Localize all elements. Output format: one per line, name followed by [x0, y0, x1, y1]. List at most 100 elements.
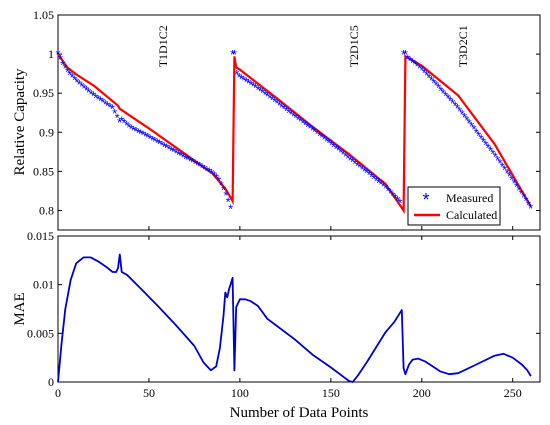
- mae-plot-area: [57, 253, 532, 383]
- calculated-series-line: [57, 53, 532, 214]
- measured-point: *: [386, 184, 391, 199]
- mae-y-tick-label: 0.005: [27, 326, 54, 340]
- measured-point: *: [98, 94, 103, 109]
- legend-box: [407, 186, 501, 226]
- mae-x-tick-label: 200: [413, 386, 431, 400]
- mae-series-line: [57, 253, 532, 383]
- measured-point: *: [493, 150, 498, 165]
- measured-point: *: [150, 133, 155, 148]
- measured-point: *: [79, 79, 84, 94]
- measured-point: *: [148, 132, 153, 147]
- measured-point: *: [319, 130, 324, 145]
- measured-point: *: [226, 195, 231, 210]
- measured-point: *: [453, 99, 458, 114]
- mae-x-tick-label: 150: [322, 386, 340, 400]
- measured-point: *: [443, 88, 448, 103]
- measured-point: *: [239, 72, 244, 87]
- measured-point: *: [348, 153, 353, 168]
- measured-point: *: [512, 176, 517, 191]
- measured-point: *: [497, 156, 502, 171]
- measured-point: *: [289, 107, 294, 122]
- measured-point: *: [77, 77, 82, 92]
- measured-point: *: [115, 111, 120, 126]
- measured-point: *: [174, 146, 179, 161]
- measured-point: *: [429, 73, 434, 88]
- measured-point: *: [460, 107, 465, 122]
- measured-point: *: [322, 132, 327, 147]
- measured-point: *: [143, 129, 148, 144]
- measured-point: *: [248, 78, 253, 93]
- measured-point: *: [164, 141, 169, 156]
- measured-point: *: [103, 97, 108, 112]
- measured-point: *: [91, 89, 96, 104]
- measured-point: *: [279, 100, 284, 115]
- measured-point: *: [298, 114, 303, 129]
- measured-point: *: [195, 158, 200, 173]
- measured-point: *: [426, 71, 431, 86]
- measured-point: *: [388, 186, 393, 201]
- measured-point: *: [244, 75, 249, 90]
- measured-point: *: [282, 102, 287, 117]
- measured-point: *: [431, 76, 436, 91]
- measured-point: *: [331, 139, 336, 154]
- measured-point: *: [495, 153, 500, 168]
- measured-point: *: [188, 154, 193, 169]
- measured-point: *: [310, 123, 315, 138]
- measured-point: *: [216, 174, 221, 189]
- measured-point: *: [89, 87, 94, 102]
- measured-point: *: [305, 119, 310, 134]
- measured-point: *: [133, 124, 138, 139]
- measured-point: *: [415, 59, 420, 74]
- measured-point: *: [223, 188, 228, 203]
- measured-point: *: [157, 137, 162, 152]
- measured-point: *: [412, 57, 417, 72]
- measured-point: *: [355, 158, 360, 173]
- mae-y-tick-label: 0: [48, 375, 54, 389]
- measured-point: *: [162, 139, 167, 154]
- measured-point: *: [507, 169, 512, 184]
- measured-point: *: [324, 134, 329, 149]
- measured-point: *: [300, 116, 305, 131]
- measured-point: *: [395, 193, 400, 208]
- measured-point: *: [100, 95, 105, 110]
- capacity-annotations: T1D1C2 T2D1C5 T3D2C1: [156, 25, 470, 67]
- mae-x-tick-label: 0: [55, 386, 61, 400]
- measured-point: *: [357, 160, 362, 175]
- measured-point: *: [481, 134, 486, 149]
- measured-point: *: [178, 149, 183, 164]
- measured-point: *: [393, 191, 398, 206]
- measured-point: *: [286, 105, 291, 120]
- measured-point: *: [258, 84, 263, 99]
- legend: * Measured Calculated: [407, 186, 501, 226]
- measured-point: *: [72, 73, 77, 88]
- measured-point: *: [378, 177, 383, 192]
- measured-point: *: [410, 55, 415, 70]
- measured-point: *: [471, 122, 476, 137]
- measured-point: *: [362, 164, 367, 179]
- measured-point: *: [234, 67, 239, 82]
- measured-point: *: [197, 159, 202, 174]
- measured-point: *: [122, 116, 127, 131]
- capacity-y-tick-label: 0.8: [39, 203, 54, 217]
- measured-point: *: [422, 66, 427, 81]
- measured-point: *: [448, 93, 453, 108]
- measured-point: *: [376, 175, 381, 190]
- measured-point: *: [500, 160, 505, 175]
- measured-point: *: [200, 161, 205, 176]
- measured-point: *: [277, 98, 282, 113]
- measured-point: *: [212, 168, 217, 183]
- measured-point: *: [474, 125, 479, 140]
- capacity-y-tick-label: 1.05: [33, 8, 54, 22]
- measured-point: *: [131, 123, 136, 138]
- measured-point: *: [490, 147, 495, 162]
- measured-point: *: [367, 168, 372, 183]
- measured-point: *: [112, 106, 117, 121]
- measured-point: *: [417, 61, 422, 76]
- measured-point: *: [67, 68, 72, 83]
- measured-point: *: [329, 137, 334, 152]
- measured-point: *: [374, 173, 379, 188]
- measured-point: *: [345, 151, 350, 166]
- mae-x-tick-label: 50: [143, 386, 155, 400]
- measured-point: *: [293, 111, 298, 126]
